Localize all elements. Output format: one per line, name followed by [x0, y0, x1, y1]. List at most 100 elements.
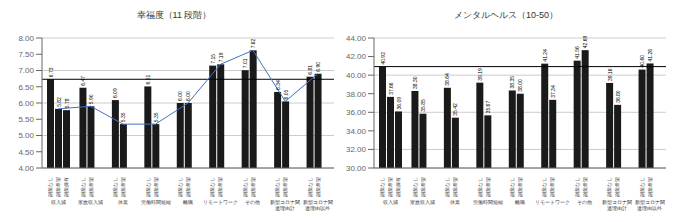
- svg-text:収入減: 収入減: [51, 199, 66, 205]
- svg-text:副業希望: 副業希望: [185, 177, 191, 197]
- svg-text:家族収入減: 家族収入減: [410, 199, 435, 205]
- svg-text:8.00: 8.00: [18, 34, 34, 43]
- svg-text:44.00: 44.00: [346, 34, 367, 43]
- svg-text:30.00: 30.00: [346, 164, 367, 173]
- svg-text:4.50: 4.50: [18, 148, 34, 157]
- svg-text:5.35: 5.35: [153, 112, 159, 122]
- svg-text:6.81: 6.81: [307, 65, 313, 75]
- svg-text:副業希望: 副業希望: [420, 177, 426, 197]
- svg-text:副業なし: 副業なし: [307, 177, 313, 197]
- svg-text:41.24: 41.24: [542, 49, 548, 62]
- svg-text:副業希望: 副業希望: [387, 177, 393, 197]
- svg-text:40.60: 40.60: [639, 55, 645, 68]
- svg-text:5.78: 5.78: [64, 98, 70, 108]
- svg-text:6.90: 6.90: [315, 62, 321, 72]
- svg-text:副業希望: 副業希望: [517, 177, 523, 197]
- svg-text:5.00: 5.00: [18, 131, 34, 140]
- svg-text:7.15: 7.15: [210, 54, 216, 64]
- svg-text:6.51: 6.51: [145, 74, 151, 84]
- svg-text:副業なし: 副業なし: [80, 177, 86, 197]
- svg-text:副業なし: 副業なし: [112, 177, 118, 197]
- svg-text:副業なし: 副業なし: [477, 177, 483, 197]
- svg-text:副業なし: 副業なし: [574, 177, 580, 197]
- svg-text:7.01: 7.01: [242, 58, 248, 68]
- svg-text:35.42: 35.42: [452, 103, 458, 116]
- svg-text:副業なし: 副業なし: [606, 177, 612, 197]
- svg-text:36.09: 36.09: [396, 97, 402, 110]
- svg-text:5.50: 5.50: [18, 115, 34, 124]
- svg-text:副業希望: 副業希望: [485, 177, 491, 197]
- svg-text:38.00: 38.00: [346, 90, 367, 99]
- svg-text:副業希望: 副業希望: [88, 177, 94, 197]
- svg-text:副業希望: 副業希望: [55, 177, 61, 197]
- svg-text:6.50: 6.50: [18, 83, 34, 92]
- svg-text:41.26: 41.26: [647, 49, 653, 62]
- svg-text:家族収入減: 家族収入減: [78, 199, 103, 205]
- svg-text:副業希望: 副業希望: [250, 177, 256, 197]
- svg-text:6.34: 6.34: [275, 80, 281, 90]
- svg-text:副業希望: 副業希望: [120, 177, 126, 197]
- svg-text:副業なし: 副業なし: [274, 177, 280, 197]
- svg-text:37.66: 37.66: [388, 82, 394, 95]
- svg-text:新型コロナ関連理由以外: 新型コロナ関連理由以外: [303, 199, 333, 211]
- svg-text:5.90: 5.90: [88, 94, 94, 104]
- svg-text:副業希望: 副業希望: [582, 177, 588, 197]
- svg-text:35.67: 35.67: [485, 101, 491, 114]
- svg-text:38.00: 38.00: [517, 79, 523, 92]
- svg-text:7.62: 7.62: [250, 38, 256, 48]
- svg-text:40.00: 40.00: [346, 71, 367, 80]
- svg-text:6.00: 6.00: [185, 91, 191, 101]
- svg-text:42.00: 42.00: [346, 52, 367, 61]
- svg-text:新型コロナ関連理由計: 新型コロナ関連理由計: [602, 199, 632, 211]
- svg-text:副業保有: 副業保有: [395, 177, 401, 197]
- svg-text:労働時間短縮: 労働時間短縮: [473, 199, 503, 205]
- svg-text:副業希望: 副業希望: [315, 177, 321, 197]
- svg-text:6.47: 6.47: [80, 76, 86, 86]
- svg-text:副業なし: 副業なし: [379, 177, 385, 197]
- svg-text:新型コロナ関連理由計: 新型コロナ関連理由計: [270, 199, 300, 211]
- svg-text:副業なし: 副業なし: [209, 177, 215, 197]
- svg-text:その他: その他: [577, 199, 592, 205]
- svg-text:副業希望: 副業希望: [647, 177, 653, 197]
- svg-text:副業希望: 副業希望: [282, 177, 288, 197]
- svg-text:副業保有: 副業保有: [63, 177, 69, 197]
- svg-text:7.50: 7.50: [18, 50, 34, 59]
- svg-text:副業なし: 副業なし: [444, 177, 450, 197]
- svg-text:その他: その他: [245, 199, 260, 205]
- svg-text:38.64: 38.64: [444, 73, 450, 86]
- svg-text:32.00: 32.00: [346, 145, 367, 154]
- svg-text:収入減: 収入減: [383, 199, 398, 205]
- svg-text:40.92: 40.92: [380, 52, 386, 65]
- svg-text:6.00: 6.00: [18, 99, 34, 108]
- svg-text:7.00: 7.00: [18, 66, 34, 75]
- svg-text:休業: 休業: [118, 199, 128, 205]
- svg-text:36.80: 36.80: [615, 90, 621, 103]
- svg-text:36.00: 36.00: [346, 108, 367, 117]
- svg-text:4.00: 4.00: [18, 164, 34, 173]
- svg-text:休業: 休業: [450, 199, 460, 205]
- svg-text:39.19: 39.19: [477, 68, 483, 81]
- svg-text:34.00: 34.00: [346, 127, 367, 136]
- svg-text:35.85: 35.85: [420, 99, 426, 112]
- svg-text:42.69: 42.69: [582, 35, 588, 48]
- svg-text:副業なし: 副業なし: [509, 177, 515, 197]
- svg-text:離職: 離職: [183, 199, 193, 205]
- svg-text:副業なし: 副業なし: [177, 177, 183, 197]
- svg-text:37.34: 37.34: [550, 85, 556, 98]
- svg-text:副業希望: 副業希望: [153, 177, 159, 197]
- svg-text:副業なし: 副業なし: [47, 177, 53, 197]
- svg-text:7.19: 7.19: [218, 52, 224, 62]
- svg-text:39.16: 39.16: [607, 68, 613, 81]
- svg-text:リモートワーク: リモートワーク: [203, 199, 238, 205]
- svg-text:41.56: 41.56: [574, 46, 580, 59]
- svg-text:副業なし: 副業なし: [242, 177, 248, 197]
- svg-text:副業なし: 副業なし: [541, 177, 547, 197]
- svg-text:新型コロナ関連理由以外: 新型コロナ関連理由以外: [635, 199, 665, 211]
- svg-text:副業希望: 副業希望: [452, 177, 458, 197]
- svg-text:副業希望: 副業希望: [549, 177, 555, 197]
- svg-text:副業なし: 副業なし: [639, 177, 645, 197]
- svg-text:38.30: 38.30: [412, 76, 418, 89]
- svg-text:6.73: 6.73: [48, 67, 54, 77]
- svg-text:6.09: 6.09: [112, 88, 118, 98]
- svg-text:5.35: 5.35: [120, 112, 126, 122]
